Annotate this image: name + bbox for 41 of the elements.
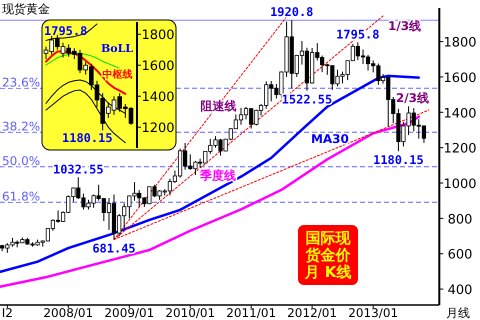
note-box: 国际现货金价月 K线 bbox=[298, 225, 358, 285]
annotation: 1180.15 bbox=[62, 131, 113, 145]
y-tick-label: 1600 bbox=[443, 70, 477, 86]
x-tick-label: 2009/01 bbox=[104, 306, 154, 320]
x-axis-title: 月线 bbox=[446, 306, 470, 320]
annotation: 50.0% bbox=[2, 154, 40, 168]
series-label: 中枢线 bbox=[102, 68, 132, 80]
annotation: 61.8% bbox=[2, 189, 40, 204]
y-tick-label: 1000 bbox=[443, 177, 477, 192]
y-tick-label: 1200 bbox=[443, 142, 477, 157]
x-tick-label: 2012/01 bbox=[287, 306, 338, 320]
annotation: 38.2% bbox=[2, 119, 40, 134]
text: BoLL bbox=[100, 42, 134, 55]
x-tick-label: I2 bbox=[2, 306, 13, 320]
text: 季度线 bbox=[199, 168, 236, 182]
annotation: 国际现货金价月 K线 bbox=[304, 229, 352, 281]
y-tick-label: 1200 bbox=[141, 121, 175, 136]
y-tick-label: 1800 bbox=[141, 28, 175, 44]
x-tick-label: 2013/01 bbox=[348, 306, 398, 320]
x-tick-label: 2011/01 bbox=[226, 306, 276, 320]
series-label: 1/3线 bbox=[388, 18, 422, 33]
annotation: 1920.8 bbox=[270, 5, 314, 20]
annotation: 1795.8 bbox=[44, 24, 88, 38]
x-tick-label: 2008/01 bbox=[43, 306, 94, 320]
y-tick-label: 800 bbox=[448, 212, 472, 228]
annotation: 1795.8 bbox=[336, 27, 380, 42]
annotation: 1522.55 bbox=[282, 92, 332, 107]
chart-title: 现货黄金 bbox=[2, 2, 50, 16]
x-tick-label: 2010/01 bbox=[165, 306, 216, 320]
annotation: 1180.15 bbox=[373, 153, 424, 168]
y-tick-label: 1400 bbox=[141, 90, 175, 106]
series-label: 2/3线 bbox=[396, 91, 429, 106]
y-tick-label: 400 bbox=[448, 283, 472, 298]
y-tick-label: 1800 bbox=[443, 36, 477, 51]
annotation: 681.45 bbox=[92, 241, 136, 256]
y-tick-label: 1600 bbox=[141, 59, 175, 74]
y-tick-label: 600 bbox=[448, 248, 472, 263]
annotation: 23.6% bbox=[2, 75, 40, 90]
series-label: 阻速线 bbox=[200, 98, 237, 113]
y-tick-label: 1400 bbox=[443, 106, 477, 122]
series-label: MA30 bbox=[310, 132, 349, 146]
